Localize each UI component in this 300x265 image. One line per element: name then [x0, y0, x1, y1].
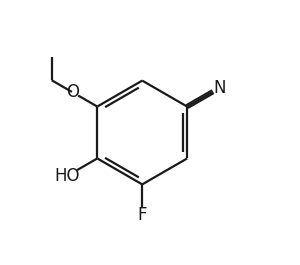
Text: HO: HO [54, 167, 80, 185]
Text: O: O [66, 83, 79, 101]
Text: F: F [137, 206, 147, 224]
Text: N: N [213, 79, 226, 97]
